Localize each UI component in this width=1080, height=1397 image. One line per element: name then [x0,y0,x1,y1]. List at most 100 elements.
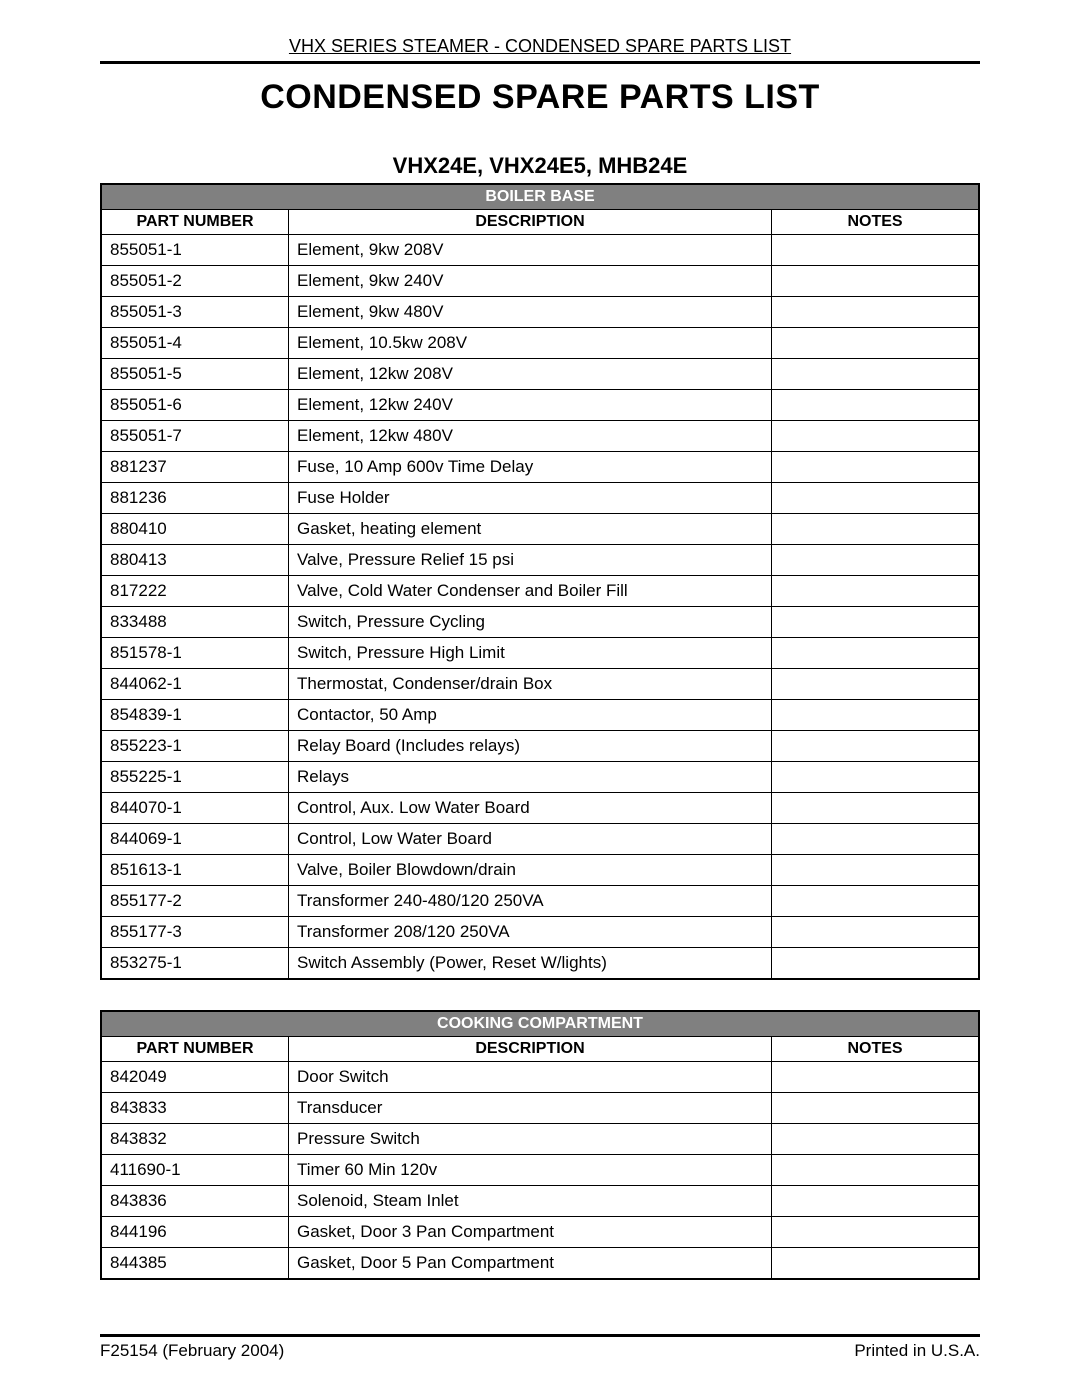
cell-description: Element, 12kw 480V [289,421,772,452]
table-row: 844385Gasket, Door 5 Pan Compartment [101,1248,979,1280]
cell-notes [772,824,980,855]
cell-notes [772,1217,980,1248]
footer-rule [100,1334,980,1337]
page-header: VHX SERIES STEAMER - CONDENSED SPARE PAR… [100,36,980,57]
cell-description: Control, Aux. Low Water Board [289,793,772,824]
model-title: VHX24E, VHX24E5, MHB24E [100,153,980,179]
table-row: 411690-1Timer 60 Min 120v [101,1155,979,1186]
cell-description: Fuse, 10 Amp 600v Time Delay [289,452,772,483]
cell-notes [772,545,980,576]
main-title: CONDENSED SPARE PARTS LIST [100,78,980,117]
cell-notes [772,1124,980,1155]
cell-part-number: 843836 [101,1186,289,1217]
cell-description: Element, 12kw 240V [289,390,772,421]
cell-notes [772,1186,980,1217]
cell-description: Valve, Pressure Relief 15 psi [289,545,772,576]
tables-container: BOILER BASEPART NUMBERDESCRIPTIONNOTES85… [100,183,980,1280]
table-row: 844062-1Thermostat, Condenser/drain Box [101,669,979,700]
table-row: 855051-3Element, 9kw 480V [101,297,979,328]
cell-part-number: 855051-1 [101,235,289,266]
cell-description: Valve, Cold Water Condenser and Boiler F… [289,576,772,607]
cell-description: Transformer 208/120 250VA [289,917,772,948]
cell-description: Thermostat, Condenser/drain Box [289,669,772,700]
table-row: 843832Pressure Switch [101,1124,979,1155]
cell-description: Gasket, heating element [289,514,772,545]
cell-part-number: 855051-4 [101,328,289,359]
table-row: 881236Fuse Holder [101,483,979,514]
table-row: 843833Transducer [101,1093,979,1124]
footer-left: F25154 (February 2004) [100,1341,284,1361]
cell-part-number: 844070-1 [101,793,289,824]
table-row: 855051-4Element, 10.5kw 208V [101,328,979,359]
cell-part-number: 843833 [101,1093,289,1124]
cell-part-number: 817222 [101,576,289,607]
column-header-notes: NOTES [772,1037,980,1062]
table-row: 853275-1Switch Assembly (Power, Reset W/… [101,948,979,980]
cell-description: Switch, Pressure High Limit [289,638,772,669]
cell-notes [772,359,980,390]
cell-part-number: 855225-1 [101,762,289,793]
cell-notes [772,855,980,886]
table-row: 855177-2Transformer 240-480/120 250VA [101,886,979,917]
cell-description: Element, 9kw 240V [289,266,772,297]
table-row: 855225-1Relays [101,762,979,793]
cell-notes [772,886,980,917]
cell-part-number: 880410 [101,514,289,545]
table-row: 817222Valve, Cold Water Condenser and Bo… [101,576,979,607]
column-header-notes: NOTES [772,210,980,235]
cell-notes [772,421,980,452]
cell-part-number: 881237 [101,452,289,483]
page-footer: F25154 (February 2004) Printed in U.S.A. [100,1334,980,1361]
cell-description: Gasket, Door 5 Pan Compartment [289,1248,772,1280]
table-row: 855051-1Element, 9kw 208V [101,235,979,266]
column-header-desc: DESCRIPTION [289,210,772,235]
cell-description: Pressure Switch [289,1124,772,1155]
cell-description: Relays [289,762,772,793]
page: VHX SERIES STEAMER - CONDENSED SPARE PAR… [0,0,1080,1397]
cell-notes [772,1248,980,1280]
cell-notes [772,266,980,297]
column-header-desc: DESCRIPTION [289,1037,772,1062]
table-row: 880410Gasket, heating element [101,514,979,545]
table-row: 855051-2Element, 9kw 240V [101,266,979,297]
cell-part-number: 411690-1 [101,1155,289,1186]
cell-part-number: 833488 [101,607,289,638]
column-header-part: PART NUMBER [101,210,289,235]
table-row: 854839-1Contactor, 50 Amp [101,700,979,731]
cell-notes [772,483,980,514]
section-header: BOILER BASE [101,184,979,210]
cell-notes [772,607,980,638]
cell-part-number: 844069-1 [101,824,289,855]
column-header-part: PART NUMBER [101,1037,289,1062]
parts-table: BOILER BASEPART NUMBERDESCRIPTIONNOTES85… [100,183,980,980]
cell-notes [772,793,980,824]
cell-description: Transducer [289,1093,772,1124]
cell-description: Element, 10.5kw 208V [289,328,772,359]
cell-notes [772,235,980,266]
table-row: 844069-1Control, Low Water Board [101,824,979,855]
table-row: 881237Fuse, 10 Amp 600v Time Delay [101,452,979,483]
cell-description: Gasket, Door 3 Pan Compartment [289,1217,772,1248]
cell-description: Door Switch [289,1062,772,1093]
cell-part-number: 854839-1 [101,700,289,731]
cell-description: Fuse Holder [289,483,772,514]
cell-notes [772,1155,980,1186]
cell-part-number: 855051-2 [101,266,289,297]
cell-description: Element, 9kw 480V [289,297,772,328]
cell-notes [772,1093,980,1124]
cell-notes [772,638,980,669]
cell-part-number: 842049 [101,1062,289,1093]
table-row: 833488Switch, Pressure Cycling [101,607,979,638]
cell-description: Relay Board (Includes relays) [289,731,772,762]
cell-part-number: 855177-2 [101,886,289,917]
table-row: 851613-1Valve, Boiler Blowdown/drain [101,855,979,886]
cell-notes [772,700,980,731]
parts-table: COOKING COMPARTMENTPART NUMBERDESCRIPTIO… [100,1010,980,1280]
cell-part-number: 855051-7 [101,421,289,452]
cell-notes [772,917,980,948]
table-row: 855051-5Element, 12kw 208V [101,359,979,390]
table-row: 842049Door Switch [101,1062,979,1093]
cell-part-number: 844385 [101,1248,289,1280]
table-row: 851578-1Switch, Pressure High Limit [101,638,979,669]
table-row: 855051-7Element, 12kw 480V [101,421,979,452]
